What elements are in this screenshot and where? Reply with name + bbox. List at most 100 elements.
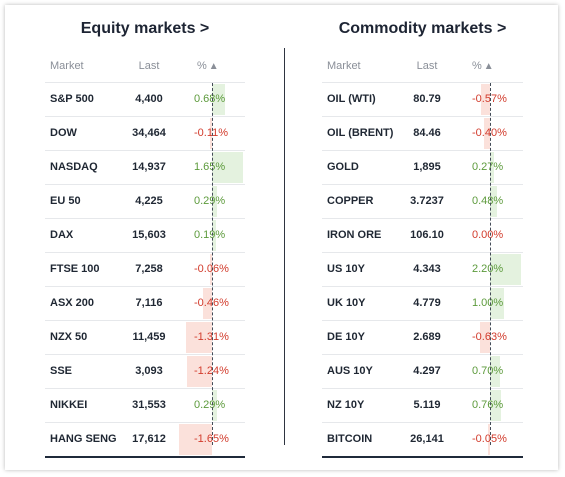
table-row[interactable]: DE 10Y 2.689 -0.63% xyxy=(322,321,523,355)
change-bar xyxy=(209,118,212,149)
change-bar xyxy=(490,186,497,217)
market-name: COPPER xyxy=(327,195,374,207)
change-bar xyxy=(202,288,212,319)
table-row[interactable]: NASDAQ 14,937 1.65% xyxy=(45,151,245,185)
market-name: AUS 10Y xyxy=(327,365,373,377)
table-row[interactable]: DAX 15,603 0.19% xyxy=(45,219,245,253)
percent-change: -0.46% xyxy=(194,297,229,309)
percent-column-header[interactable]: % ▲ xyxy=(472,60,494,72)
last-value: 17,612 xyxy=(132,433,166,445)
market-name: ASX 200 xyxy=(50,297,95,309)
table-row[interactable]: IRON ORE 106.10 0.00% xyxy=(322,219,523,253)
market-name: IRON ORE xyxy=(327,229,382,241)
table-row[interactable]: GOLD 1,895 0.27% xyxy=(322,151,523,185)
last-value: 1,895 xyxy=(413,161,441,173)
last-column-header[interactable]: Last xyxy=(138,60,160,72)
table-row[interactable]: HANG SENG 17,612 -1.65% xyxy=(45,423,245,458)
table-row[interactable]: NZ 10Y 5.119 0.76% xyxy=(322,389,523,423)
equity-table-header: Market Last % ▲ xyxy=(45,54,245,83)
last-value: 26,141 xyxy=(410,433,444,445)
change-bar xyxy=(179,424,212,455)
market-name: OIL (BRENT) xyxy=(327,127,394,139)
percent-change: -1.24% xyxy=(194,365,229,377)
panel-divider xyxy=(284,48,285,445)
market-name: US 10Y xyxy=(327,263,365,275)
last-value: 31,553 xyxy=(132,399,166,411)
percent-change: -0.05% xyxy=(472,433,507,445)
change-bar xyxy=(490,254,521,285)
market-name: DOW xyxy=(50,127,77,139)
percent-change: -1.65% xyxy=(194,433,229,445)
market-name: DAX xyxy=(50,229,74,241)
last-value: 3,093 xyxy=(135,365,163,377)
last-value: 34,464 xyxy=(132,127,166,139)
market-name: DE 10Y xyxy=(327,331,365,343)
market-column-header[interactable]: Market xyxy=(327,60,361,72)
market-name: BITCOIN xyxy=(327,433,373,445)
table-row[interactable]: ASX 200 7,116 -0.46% xyxy=(45,287,245,321)
last-value: 15,603 xyxy=(132,229,166,241)
table-row[interactable]: UK 10Y 4.779 1.00% xyxy=(322,287,523,321)
market-name: NZ 10Y xyxy=(327,399,365,411)
change-bar xyxy=(212,390,218,421)
last-value: 11,459 xyxy=(132,331,166,343)
last-value: 14,937 xyxy=(132,161,166,173)
market-column-header[interactable]: Market xyxy=(50,60,84,72)
percent-change: 0.00% xyxy=(472,229,504,241)
last-value: 7,116 xyxy=(135,297,163,309)
equity-markets-title-link[interactable]: Equity markets > xyxy=(80,20,210,37)
market-name: NZX 50 xyxy=(50,331,88,343)
percent-change: 0.48% xyxy=(472,195,504,207)
change-bar xyxy=(210,254,212,285)
market-name: GOLD xyxy=(327,161,359,173)
change-bar xyxy=(490,152,494,183)
market-name: EU 50 xyxy=(50,195,81,207)
change-bar xyxy=(480,322,490,353)
percent-change: -0.57% xyxy=(472,93,507,105)
percent-column-header[interactable]: % ▲ xyxy=(197,60,219,72)
change-bar xyxy=(185,322,212,353)
market-name: NASDAQ xyxy=(50,161,98,173)
table-row[interactable]: COPPER 3.7237 0.48% xyxy=(322,185,523,219)
table-row[interactable]: AUS 10Y 4.297 0.70% xyxy=(322,355,523,389)
percent-change: 2.20% xyxy=(472,263,504,275)
change-bar xyxy=(490,356,500,387)
last-value: 80.79 xyxy=(413,93,441,105)
equity-table-body: S&P 500 4,400 0.68% DOW 34,464 -0.11% NASDAQ 14… xyxy=(45,83,245,458)
table-row[interactable]: FTSE 100 7,258 -0.06% xyxy=(45,253,245,287)
table-row[interactable]: EU 50 4,225 0.29% xyxy=(45,185,245,219)
market-name: SSE xyxy=(50,365,73,377)
market-name: FTSE 100 xyxy=(50,263,100,275)
table-row[interactable]: OIL (BRENT) 84.46 -0.40% xyxy=(322,117,523,151)
percent-change: 0.27% xyxy=(472,161,504,173)
table-row[interactable]: NZX 50 11,459 -1.31% xyxy=(45,321,245,355)
table-row[interactable]: US 10Y 4.343 2.20% xyxy=(322,253,523,287)
change-bar xyxy=(212,186,218,217)
last-value: 4.297 xyxy=(413,365,441,377)
table-row[interactable]: S&P 500 4,400 0.68% xyxy=(45,83,245,117)
percent-change: 0.76% xyxy=(472,399,504,411)
percent-change: 1.65% xyxy=(194,161,226,173)
last-column-header[interactable]: Last xyxy=(416,60,438,72)
percent-change: 0.29% xyxy=(194,195,226,207)
change-bar xyxy=(187,356,212,387)
table-row[interactable]: NIKKEI 31,553 0.29% xyxy=(45,389,245,423)
change-bar xyxy=(212,152,243,183)
table-row[interactable]: BITCOIN 26,141 -0.05% xyxy=(322,423,523,458)
table-row[interactable]: DOW 34,464 -0.11% xyxy=(45,117,245,151)
percent-change: -0.40% xyxy=(472,127,507,139)
market-name: NIKKEI xyxy=(50,399,88,411)
table-row[interactable]: SSE 3,093 -1.24% xyxy=(45,355,245,389)
last-value: 84.46 xyxy=(413,127,441,139)
last-value: 4.779 xyxy=(413,297,441,309)
change-bar xyxy=(212,84,225,115)
percent-change: -0.06% xyxy=(194,263,229,275)
change-bar xyxy=(483,118,490,149)
commodity-table-body: OIL (WTI) 80.79 -0.57% OIL (BRENT) 84.46 -0.4… xyxy=(322,83,523,458)
change-bar xyxy=(481,84,490,115)
commodity-markets-title-link[interactable]: Commodity markets > xyxy=(338,20,507,37)
table-row[interactable]: OIL (WTI) 80.79 -0.57% xyxy=(322,83,523,117)
zero-baseline xyxy=(212,83,213,445)
percent-change: -1.31% xyxy=(194,331,229,343)
percent-change: 1.00% xyxy=(472,297,504,309)
